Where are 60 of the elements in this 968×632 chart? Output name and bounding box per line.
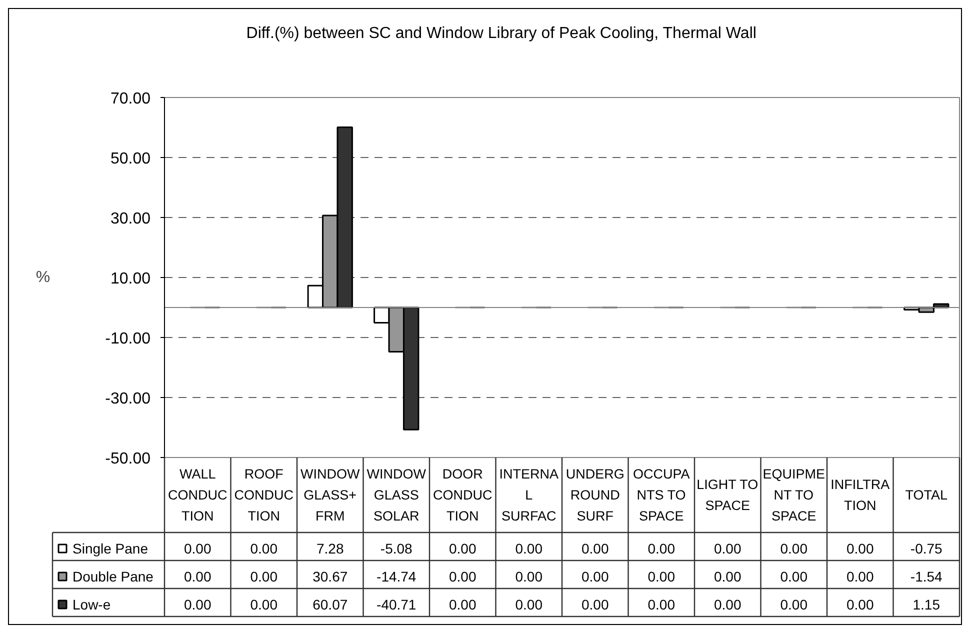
x-tick-label: TOTAL (905, 488, 948, 502)
y-tick-label: -10.00 (105, 330, 151, 348)
x-tick-label: ROOF CONDUC TION (234, 466, 294, 524)
x-tick-label: LIGHT TO SPACE (696, 477, 758, 513)
x-tick-label: DOOR CONDUC TION (433, 466, 492, 524)
data-label: 0.00 (582, 540, 609, 556)
data-label: 0.00 (515, 568, 543, 584)
x-tick-label: WINDOW GLASS SOLAR (366, 466, 426, 524)
chart-title: Diff.(%) between SC and Window Library of Peak Cooling, Thermal Wall (246, 25, 756, 42)
data-label: 0.00 (449, 596, 476, 612)
y-tick-label: -30.00 (105, 390, 151, 408)
y-axis-title: % (36, 269, 50, 286)
data-label: 0.00 (846, 568, 874, 584)
data-label: 0.00 (184, 596, 212, 612)
x-tick-label: EQUIPME NT TO SPACE (762, 466, 826, 524)
data-label: 0.00 (714, 540, 742, 556)
data-label: 0.00 (648, 568, 676, 584)
data-label: 0.00 (515, 596, 543, 612)
data-label: 7.28 (316, 540, 344, 556)
data-label: 0.00 (250, 596, 278, 612)
data-label: 0.00 (515, 540, 543, 556)
data-label: -0.75 (910, 540, 943, 556)
data-label: 0.00 (184, 568, 212, 584)
data-label: 0.00 (648, 540, 676, 556)
data-label: 0.00 (780, 568, 808, 584)
data-label: 0.00 (184, 540, 212, 556)
legend-label: Double Pane (72, 568, 154, 584)
data-label: 0.00 (780, 540, 808, 556)
data-label: -14.74 (376, 568, 416, 584)
y-tick-label: 50.00 (110, 150, 151, 168)
y-tick-label: -50.00 (105, 450, 151, 468)
data-label: 0.00 (449, 568, 476, 584)
data-label: 0.00 (582, 568, 609, 584)
legend-label: Low-e (72, 596, 111, 612)
data-label: -5.08 (380, 540, 413, 556)
x-tick-label: WINDOW GLASS+ FRM (300, 466, 360, 524)
data-label: 0.00 (250, 568, 278, 584)
legend-label: Single Pane (72, 540, 148, 556)
data-label: -1.54 (910, 568, 943, 584)
data-label: 1.15 (912, 596, 940, 612)
data-label: 0.00 (250, 540, 278, 556)
y-tick-label: 10.00 (110, 270, 151, 288)
data-label: 0.00 (846, 540, 874, 556)
data-label: 0.00 (582, 596, 609, 612)
data-label: -40.71 (376, 596, 416, 612)
y-tick-label: 70.00 (110, 90, 151, 108)
data-label: 0.00 (648, 596, 676, 612)
data-label: 0.00 (846, 596, 874, 612)
data-label: 0.00 (449, 540, 476, 556)
data-label: 30.67 (312, 568, 348, 584)
x-tick-label: INFILTRA TION (830, 477, 890, 513)
x-tick-label: OCCUPA NTS TO SPACE (632, 466, 690, 524)
y-tick-label: 30.00 (110, 210, 151, 228)
data-label: 60.07 (312, 596, 348, 612)
data-label: 0.00 (714, 568, 742, 584)
x-tick-label: INTERNA L SURFAC (499, 466, 559, 524)
data-label: 0.00 (780, 596, 808, 612)
x-tick-label: WALL CONDUC TION (168, 466, 228, 524)
data-label: 0.00 (714, 596, 742, 612)
x-tick-label: UNDERG ROUND SURF (566, 466, 624, 524)
